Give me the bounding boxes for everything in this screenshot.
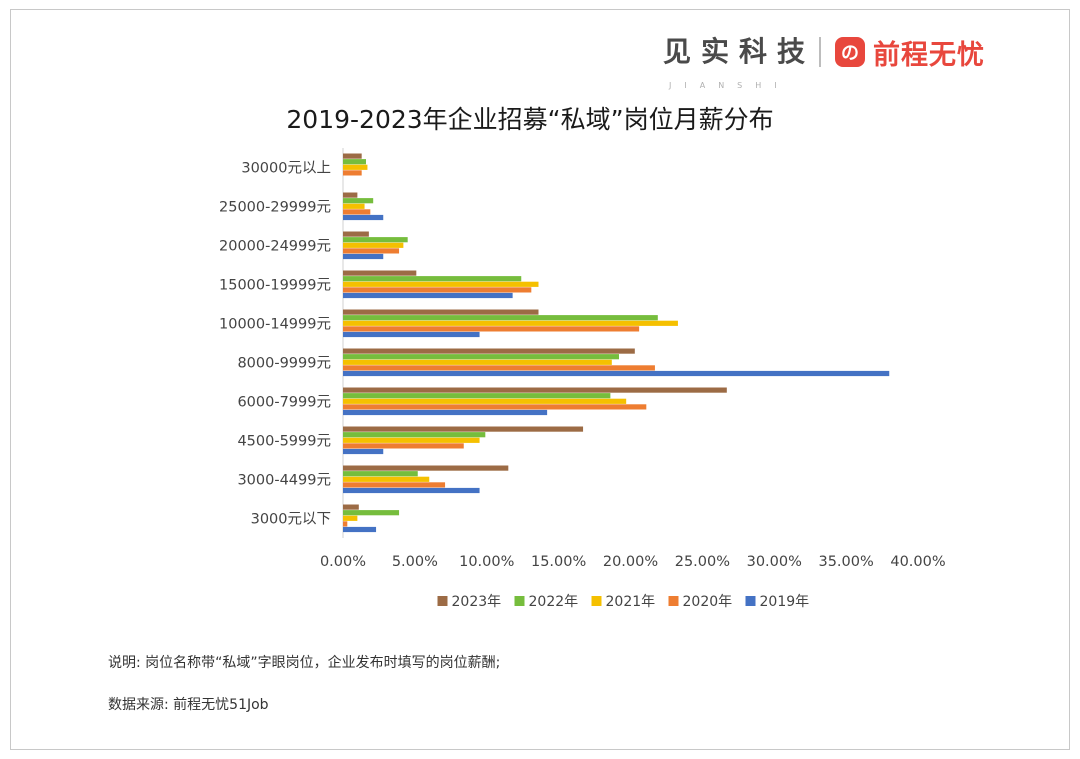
bar xyxy=(343,515,358,521)
bar xyxy=(343,170,362,176)
bar xyxy=(343,437,480,443)
jianshi-logo-text: 见实科技 xyxy=(663,35,816,68)
bar xyxy=(343,432,486,438)
bar xyxy=(343,526,377,533)
bar xyxy=(343,159,366,165)
jianshi-logo-subtext: JIANSHI xyxy=(669,81,790,90)
bar xyxy=(343,487,480,494)
bar xyxy=(343,359,612,365)
bar xyxy=(343,242,404,248)
bar xyxy=(343,331,480,338)
chart-title: 2019-2023年企业招募“私域”岗位月薪分布 xyxy=(286,105,774,134)
y-tick-label: 20000-24999元 xyxy=(219,239,331,255)
y-tick-label: 10000-14999元 xyxy=(219,317,331,333)
bar xyxy=(343,326,640,332)
x-tick-label: 40.00% xyxy=(890,554,945,570)
qiancheng-logo-glyph: の xyxy=(841,43,860,64)
chart-note: 说明: 岗位名称带“私域”字眼岗位，企业发布时填写的岗位薪酬; xyxy=(108,655,501,671)
y-tick-label: 30000元以上 xyxy=(241,160,331,177)
bar xyxy=(343,409,548,416)
x-tick-label: 25.00% xyxy=(675,554,730,570)
bar xyxy=(343,443,464,449)
legend-label: 2021年 xyxy=(606,594,656,610)
bar xyxy=(343,214,384,221)
y-tick-label: 6000-7999元 xyxy=(237,395,331,411)
bar xyxy=(343,448,384,455)
bar xyxy=(343,209,371,215)
bar xyxy=(343,504,359,510)
legend-swatch xyxy=(745,596,756,606)
y-tick-label: 25000-29999元 xyxy=(219,200,331,216)
bar xyxy=(343,476,430,482)
legend-label: 2020年 xyxy=(683,594,733,610)
bar xyxy=(343,203,365,209)
bar xyxy=(343,253,384,260)
x-tick-label: 20.00% xyxy=(603,554,658,570)
legend-label: 2023年 xyxy=(452,594,502,610)
bar xyxy=(343,281,539,287)
legend-swatch xyxy=(668,596,679,606)
legend-swatch xyxy=(514,596,525,606)
bar xyxy=(343,198,374,204)
brand-divider xyxy=(819,37,822,67)
card-frame xyxy=(10,9,1070,750)
bar xyxy=(343,404,647,410)
bar xyxy=(343,398,627,404)
bar xyxy=(343,426,584,432)
bar xyxy=(343,276,522,282)
bar xyxy=(343,320,678,326)
bar xyxy=(343,521,348,527)
y-tick-label: 8000-9999元 xyxy=(237,356,331,372)
bar xyxy=(343,471,418,477)
y-tick-label: 4500-5999元 xyxy=(237,434,331,450)
bar xyxy=(343,387,727,393)
jianshi-logo: 见实科技 JIANSHI xyxy=(663,35,816,90)
x-tick-label: 15.00% xyxy=(531,554,586,570)
bar xyxy=(343,482,446,488)
bar xyxy=(343,270,417,276)
x-tick-label: 35.00% xyxy=(818,554,873,570)
y-tick-label: 3000元以下 xyxy=(251,512,331,528)
x-tick-label: 0.00% xyxy=(320,554,366,570)
legend-swatch xyxy=(591,596,602,606)
x-tick-label: 5.00% xyxy=(392,554,438,570)
x-tick-label: 10.00% xyxy=(459,554,514,570)
bar xyxy=(343,292,513,299)
bar xyxy=(343,192,358,198)
bar xyxy=(343,354,619,360)
bar xyxy=(343,348,635,354)
bar xyxy=(343,153,362,159)
bar xyxy=(343,365,655,371)
x-tick-label: 30.00% xyxy=(747,554,802,570)
brand-header: 见实科技 JIANSHI の 前程无忧 xyxy=(663,32,986,90)
qiancheng-logo-icon: の xyxy=(835,37,866,67)
bar xyxy=(343,315,658,321)
bar xyxy=(343,287,532,293)
legend-swatch xyxy=(437,596,448,606)
bar xyxy=(343,510,400,516)
bar xyxy=(343,237,408,243)
legend-label: 2022年 xyxy=(529,594,579,610)
bar xyxy=(343,164,368,170)
bar xyxy=(343,248,400,254)
y-tick-label: 15000-19999元 xyxy=(219,278,331,294)
bar xyxy=(343,231,369,237)
bar xyxy=(343,465,509,471)
y-tick-label: 3000-4499元 xyxy=(237,473,331,489)
bar xyxy=(343,393,611,399)
bar xyxy=(343,309,539,315)
qiancheng-logo-text: 前程无忧 xyxy=(873,39,986,71)
bar xyxy=(343,370,890,377)
data-source: 数据来源: 前程无忧51Job xyxy=(108,697,269,713)
legend-label: 2019年 xyxy=(760,594,810,610)
